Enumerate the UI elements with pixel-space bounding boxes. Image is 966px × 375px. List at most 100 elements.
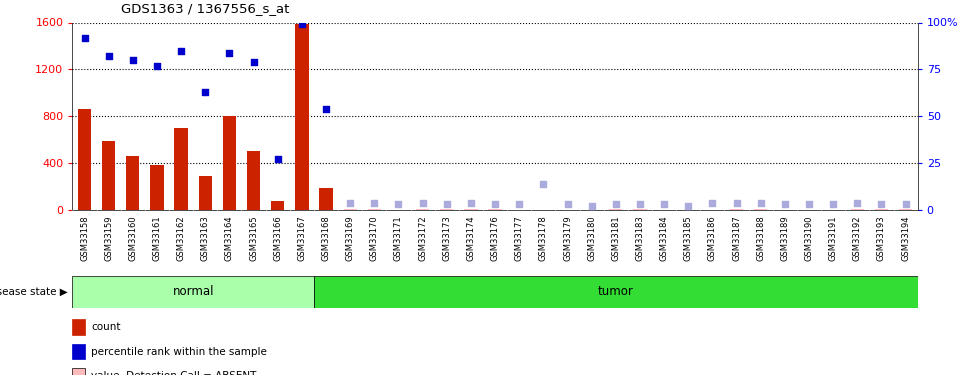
Point (294, 21, 309, 27)
Text: GSM33165: GSM33165 (249, 215, 258, 261)
Text: GSM33173: GSM33173 (442, 215, 451, 261)
Point (656, 201, 671, 207)
Bar (247, 152, 260, 210)
Text: GSM33158: GSM33158 (80, 215, 89, 261)
Text: GSM33172: GSM33172 (418, 215, 427, 261)
Point (126, 57, 141, 63)
Text: GSM33189: GSM33189 (781, 215, 789, 261)
Bar (320, 188, 332, 210)
Text: GSM33180: GSM33180 (587, 215, 596, 261)
Text: GSM33171: GSM33171 (394, 215, 403, 261)
Bar (72, 368, 85, 375)
Point (77, 34, 93, 40)
Point (802, 201, 817, 207)
Text: GSM33193: GSM33193 (877, 215, 886, 261)
Bar (72, 344, 85, 359)
Text: GSM33188: GSM33188 (756, 215, 765, 261)
Point (245, 59, 261, 65)
Bar (730, 209, 743, 210)
Bar (151, 165, 163, 210)
Point (680, 203, 696, 209)
Point (222, 50, 238, 55)
Text: GSM33160: GSM33160 (128, 215, 137, 261)
Bar (416, 209, 429, 210)
Point (825, 201, 840, 207)
Point (535, 181, 551, 187)
Text: GSM33184: GSM33184 (660, 215, 668, 261)
Bar (489, 209, 501, 210)
Text: GSM33166: GSM33166 (273, 215, 282, 261)
Point (512, 201, 527, 207)
Point (101, 53, 117, 59)
Point (609, 201, 624, 207)
Text: GSM33190: GSM33190 (805, 215, 813, 261)
Bar (78, 109, 91, 210)
Bar (465, 209, 477, 210)
Text: GSM33192: GSM33192 (853, 215, 862, 261)
Bar (199, 176, 212, 210)
Text: GSM33186: GSM33186 (708, 215, 717, 261)
Point (898, 201, 914, 207)
Text: GSM33191: GSM33191 (829, 215, 838, 261)
Text: GSM33161: GSM33161 (153, 215, 161, 261)
Point (488, 201, 503, 207)
Text: GSM33174: GSM33174 (467, 215, 475, 261)
Point (753, 200, 769, 206)
Point (198, 89, 213, 95)
Bar (175, 128, 187, 210)
Bar (127, 156, 139, 210)
Point (415, 200, 431, 206)
Text: percentile rank within the sample: percentile rank within the sample (92, 346, 268, 357)
Point (850, 200, 866, 206)
Text: value, Detection Call = ABSENT: value, Detection Call = ABSENT (92, 371, 257, 375)
Text: GSM33187: GSM33187 (732, 215, 741, 261)
Bar (314, 276, 918, 308)
Bar (102, 141, 115, 210)
Point (319, 106, 334, 112)
Point (343, 200, 358, 206)
Text: GSM33163: GSM33163 (201, 215, 210, 261)
Text: GDS1363 / 1367556_s_at: GDS1363 / 1367556_s_at (121, 2, 289, 15)
Text: GSM33181: GSM33181 (611, 215, 620, 261)
Bar (72, 276, 314, 308)
Bar (223, 116, 236, 210)
Text: count: count (92, 322, 121, 332)
Text: GSM33178: GSM33178 (539, 215, 548, 261)
Text: GSM33162: GSM33162 (177, 215, 185, 261)
Bar (610, 209, 622, 210)
Text: GSM33168: GSM33168 (322, 215, 330, 261)
Bar (754, 209, 767, 210)
Text: GSM33167: GSM33167 (298, 215, 306, 261)
Bar (368, 209, 381, 210)
Point (728, 200, 744, 206)
Bar (296, 24, 308, 210)
Text: GSM33194: GSM33194 (901, 215, 910, 261)
Text: GSM33177: GSM33177 (515, 215, 524, 261)
Point (270, 156, 286, 162)
Point (174, 48, 189, 54)
Text: tumor: tumor (598, 285, 634, 298)
Text: GSM33159: GSM33159 (104, 215, 113, 261)
Point (560, 201, 576, 207)
Point (583, 203, 599, 209)
Text: disease state ▶: disease state ▶ (0, 286, 68, 297)
Point (705, 200, 721, 206)
Bar (344, 209, 356, 210)
Text: GSM33179: GSM33179 (563, 215, 572, 261)
Bar (440, 209, 453, 210)
Text: GSM33176: GSM33176 (491, 215, 499, 261)
Text: GSM33183: GSM33183 (636, 215, 644, 261)
Bar (72, 320, 85, 335)
Point (777, 201, 792, 207)
Point (150, 63, 165, 69)
Text: GSM33170: GSM33170 (370, 215, 379, 261)
Bar (875, 209, 888, 210)
Text: GSM33185: GSM33185 (684, 215, 693, 261)
Text: normal: normal (173, 285, 213, 298)
Bar (899, 209, 912, 210)
Bar (271, 201, 284, 210)
Point (632, 201, 647, 207)
Bar (851, 209, 864, 210)
Text: GSM33164: GSM33164 (225, 215, 234, 261)
Point (440, 201, 455, 207)
